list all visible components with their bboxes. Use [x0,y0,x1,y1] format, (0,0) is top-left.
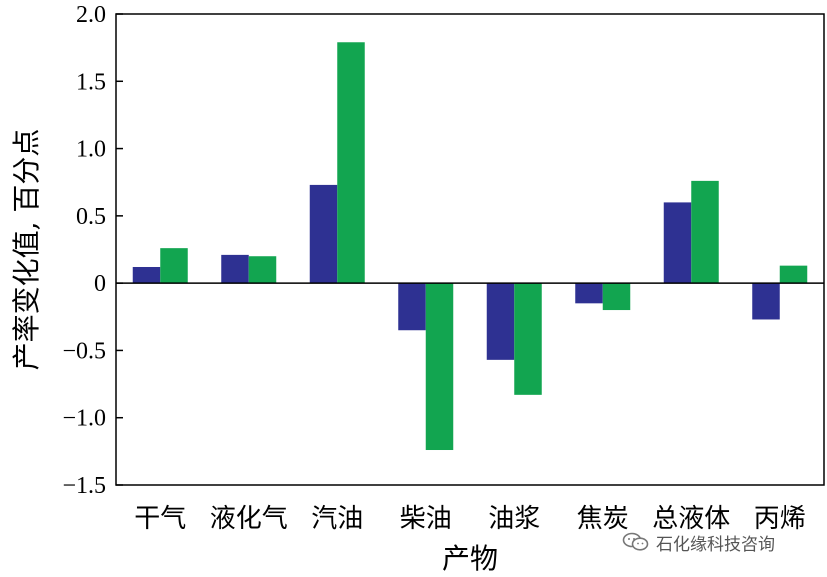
x-category-label: 柴油 [400,504,452,534]
plot-frame [115,13,825,486]
x-category-label: 丙烯 [754,504,806,534]
bar-series-2 [248,256,277,284]
x-category-label: 液化气 [210,504,288,534]
x-category-label: 干气 [134,504,186,534]
x-category-label: 汽油 [311,504,363,534]
y-tick-label: 1.0 [76,137,106,163]
bar-series-1 [221,254,249,284]
bar-series-2 [691,180,719,284]
bars-group [132,42,808,451]
bar-series-1 [575,283,603,304]
x-category-label: 油浆 [488,504,540,534]
bar-series-1 [398,283,426,331]
bar-series-2 [779,265,808,284]
watermark: 石化缘科技咨询 [622,530,775,555]
x-category-label: 焦炭 [577,504,629,534]
y-tick-label: −1.5 [62,473,106,499]
wechat-icon [622,532,649,551]
bar-series-2 [514,283,542,395]
y-tick-label: −1.0 [62,406,106,432]
bar-series-2 [337,42,365,284]
bar-series-2 [160,248,188,284]
x-axis-title: 产物 [442,542,498,575]
bar-series-1 [486,283,515,360]
bar-series-1 [309,184,338,284]
bar-series-1 [663,202,692,284]
bar-series-1 [752,283,780,320]
category-labels-group: 干气 液化气 汽油 柴油 油浆 焦炭 总液体 丙烯 [134,504,806,534]
y-ticks-group: 2.0 1.5 1.0 0.5 0 −0.5 −1.0 −1.5 [62,2,123,499]
bar-series-2 [425,283,454,451]
bar-series-2 [602,283,631,311]
y-axis-title: 产率变化值, 百分点 [10,129,43,371]
y-tick-label: 1.5 [76,69,106,95]
y-tick-label: 0 [94,271,106,297]
x-category-label: 总液体 [652,504,730,534]
y-tick-label: −0.5 [62,338,106,364]
watermark-text: 石化缘科技咨询 [656,534,775,555]
y-tick-label: 2.0 [76,2,106,28]
bar-series-1 [132,266,161,284]
y-tick-label: 0.5 [76,204,106,230]
